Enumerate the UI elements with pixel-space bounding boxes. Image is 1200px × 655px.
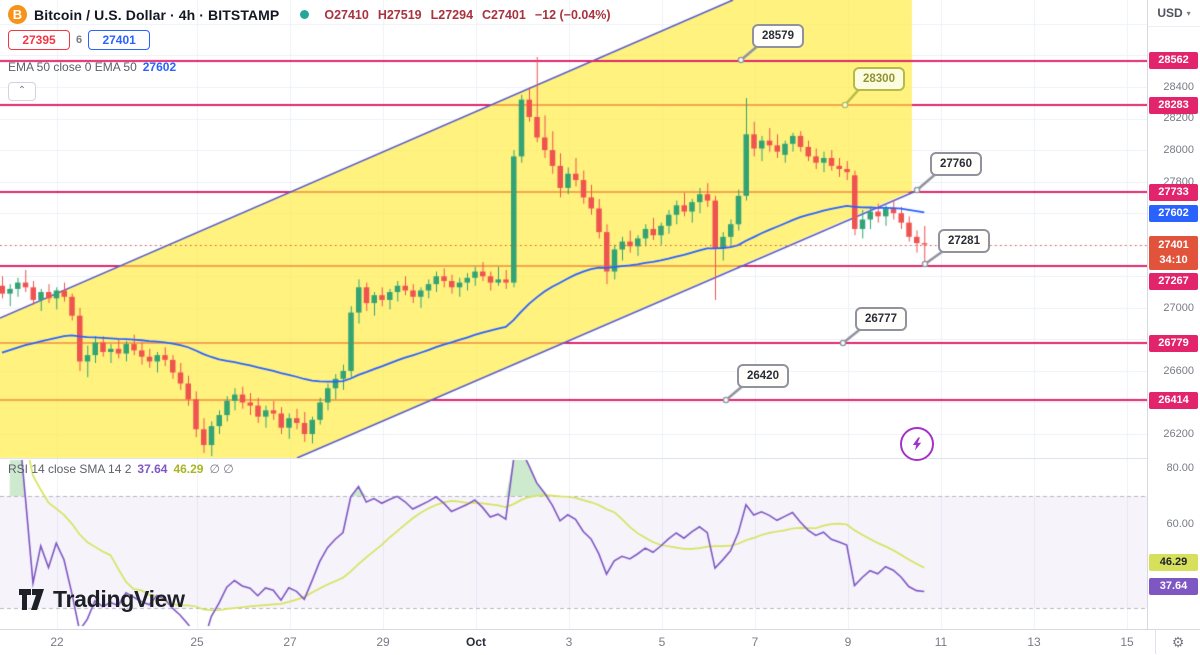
rsi-sma-value: 46.29 — [173, 462, 204, 476]
scale-tag-27267: 27267 — [1149, 272, 1198, 290]
time-axis[interactable]: ⚙ 22 25 27 29 Oct 3 5 7 9 11 13 15 — [0, 629, 1200, 655]
price-callout-26777[interactable]: 26777 — [855, 307, 907, 331]
sell-button[interactable]: 27395 — [8, 30, 70, 50]
time-tick-25: 25 — [190, 635, 204, 649]
lightning-icon — [912, 437, 922, 451]
ohlc-c: C27401 — [482, 7, 526, 22]
time-tick-7: 7 — [751, 635, 759, 649]
time-tick-9: 9 — [844, 635, 852, 649]
time-tick-27: 27 — [283, 635, 297, 649]
time-tick-15: 15 — [1120, 635, 1134, 649]
gear-icon: ⚙ — [1171, 633, 1185, 650]
countdown-value: 34:10 — [1159, 254, 1188, 266]
time-tick-13: 13 — [1027, 635, 1041, 649]
time-tick-Oct: Oct — [465, 635, 487, 649]
price-callout-28579[interactable]: 28579 — [752, 24, 804, 48]
spread-value: 6 — [76, 34, 83, 46]
scale-tag-28283: 28283 — [1149, 96, 1198, 114]
watermark-text: TradingView — [53, 586, 185, 612]
scale-tag-27401: 27401 34:10 — [1149, 236, 1198, 270]
price-tick-28400: 28400 — [1163, 81, 1194, 93]
ohlc-o: O27410 — [324, 7, 369, 22]
price-callout-27281[interactable]: 27281 — [938, 229, 990, 253]
price-tick-27000: 27000 — [1163, 302, 1194, 314]
scale-tag-37.64: 37.64 — [1149, 577, 1198, 595]
rsi-legend[interactable]: RSI 14 close SMA 14 2 37.64 46.29 ∅ ∅ — [8, 462, 234, 476]
axis-settings-button[interactable]: ⚙ — [1155, 630, 1200, 654]
currency-selector[interactable]: USD ▾ — [1148, 0, 1200, 27]
price-tick-28000: 28000 — [1163, 144, 1194, 156]
currency-label: USD — [1157, 6, 1183, 20]
rsi-empty-values: ∅ ∅ — [209, 462, 234, 476]
change-value: −12 (−0.04%) — [534, 7, 611, 22]
collapse-legend-button[interactable]: ⌃ — [8, 82, 36, 101]
scale-tag-27733: 27733 — [1149, 183, 1198, 201]
symbol-title[interactable]: Bitcoin / U.S. Dollar · 4h · BITSTAMP — [34, 6, 280, 23]
symbol-header: B Bitcoin / U.S. Dollar · 4h · BITSTAMP … — [8, 5, 611, 24]
time-tick-11: 11 — [934, 635, 948, 649]
chevron-down-icon: ▾ — [1186, 8, 1191, 18]
price-tick-26200: 26200 — [1163, 428, 1194, 440]
price-tick-60.00: 60.00 — [1166, 518, 1194, 530]
market-status-icon[interactable] — [300, 10, 310, 19]
bitcoin-icon: B — [8, 5, 27, 24]
scale-tag-46.29: 46.29 — [1149, 553, 1198, 571]
rsi-legend-label: RSI 14 close SMA 14 2 — [8, 462, 132, 476]
price-tick-28200: 28200 — [1163, 112, 1194, 124]
ohlc-l: L27294 — [430, 7, 474, 22]
tradingview-watermark[interactable]: TradingView — [18, 586, 185, 613]
scale-tag-28562: 28562 — [1149, 51, 1198, 69]
price-tick-26600: 26600 — [1163, 365, 1194, 377]
pane-separator[interactable] — [0, 458, 1200, 459]
instant-trade-lightning-button[interactable] — [900, 427, 934, 461]
time-tick-3: 3 — [565, 635, 573, 649]
tradingview-logo-icon — [19, 589, 44, 610]
time-tick-29: 29 — [376, 635, 390, 649]
time-tick-5: 5 — [658, 635, 666, 649]
ema-legend-value: 27602 — [142, 60, 177, 74]
price-tick-80.00: 80.00 — [1166, 462, 1194, 474]
price-callout-27760[interactable]: 27760 — [930, 152, 982, 176]
scale-tag-26779: 26779 — [1149, 334, 1198, 352]
scale-tag-27602: 27602 — [1149, 204, 1198, 222]
trade-widget: 27395 6 27401 — [8, 30, 151, 50]
time-tick-22: 22 — [50, 635, 64, 649]
price-callout-26420[interactable]: 26420 — [737, 364, 789, 388]
price-callout-28300[interactable]: 28300 — [853, 67, 905, 91]
buy-button[interactable]: 27401 — [88, 30, 151, 50]
ema-legend-label: EMA 50 close 0 EMA 50 — [8, 60, 137, 74]
ema-legend[interactable]: EMA 50 close 0 EMA 50 27602 — [8, 60, 176, 74]
chart-canvas[interactable] — [0, 0, 1148, 630]
price-scale[interactable]: USD ▾ 28400 28200 28000 27800 27000 26600 2620… — [1147, 0, 1200, 630]
rsi-value: 37.64 — [137, 462, 168, 476]
ohlc-h: H27519 — [377, 7, 422, 22]
ohlc-values: O27410 H27519 L27294 C27401 −12 (−0.04%) — [324, 8, 610, 22]
scale-tag-26414: 26414 — [1149, 391, 1198, 409]
